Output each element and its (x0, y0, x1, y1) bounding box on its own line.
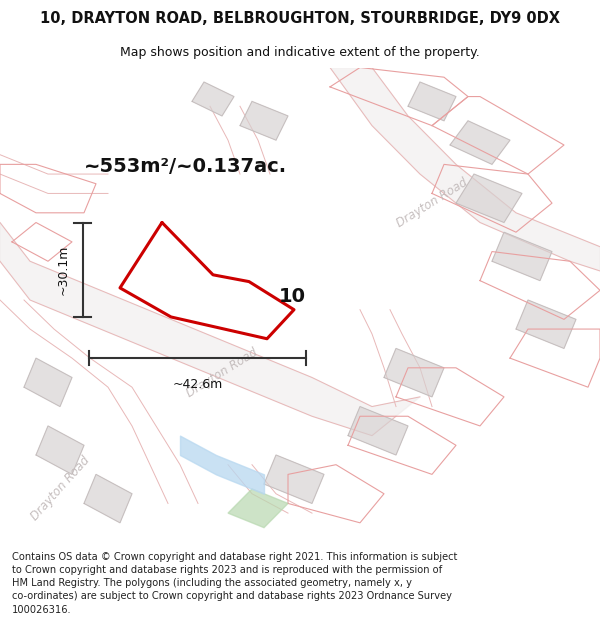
Polygon shape (0, 222, 420, 436)
Polygon shape (24, 358, 72, 406)
Polygon shape (384, 349, 444, 397)
Text: 10: 10 (279, 287, 306, 306)
Polygon shape (240, 101, 288, 140)
Text: Map shows position and indicative extent of the property.: Map shows position and indicative extent… (120, 46, 480, 59)
Text: Drayton Road: Drayton Road (28, 454, 92, 524)
Text: Drayton Road: Drayton Road (394, 176, 470, 230)
Polygon shape (36, 426, 84, 474)
Text: ~42.6m: ~42.6m (172, 378, 223, 391)
Polygon shape (492, 232, 552, 281)
Polygon shape (228, 489, 288, 528)
Text: ~553m²/~0.137ac.: ~553m²/~0.137ac. (84, 158, 287, 176)
Polygon shape (264, 455, 324, 504)
Polygon shape (348, 406, 408, 455)
Text: Drayton Road: Drayton Road (184, 346, 260, 400)
Polygon shape (456, 174, 522, 222)
Polygon shape (516, 300, 576, 349)
Text: ~30.1m: ~30.1m (56, 244, 70, 295)
Text: Contains OS data © Crown copyright and database right 2021. This information is : Contains OS data © Crown copyright and d… (12, 552, 457, 614)
Polygon shape (84, 474, 132, 522)
Polygon shape (408, 82, 456, 121)
Polygon shape (450, 121, 510, 164)
Polygon shape (192, 82, 234, 116)
Text: 10, DRAYTON ROAD, BELBROUGHTON, STOURBRIDGE, DY9 0DX: 10, DRAYTON ROAD, BELBROUGHTON, STOURBRI… (40, 11, 560, 26)
Polygon shape (330, 68, 600, 271)
